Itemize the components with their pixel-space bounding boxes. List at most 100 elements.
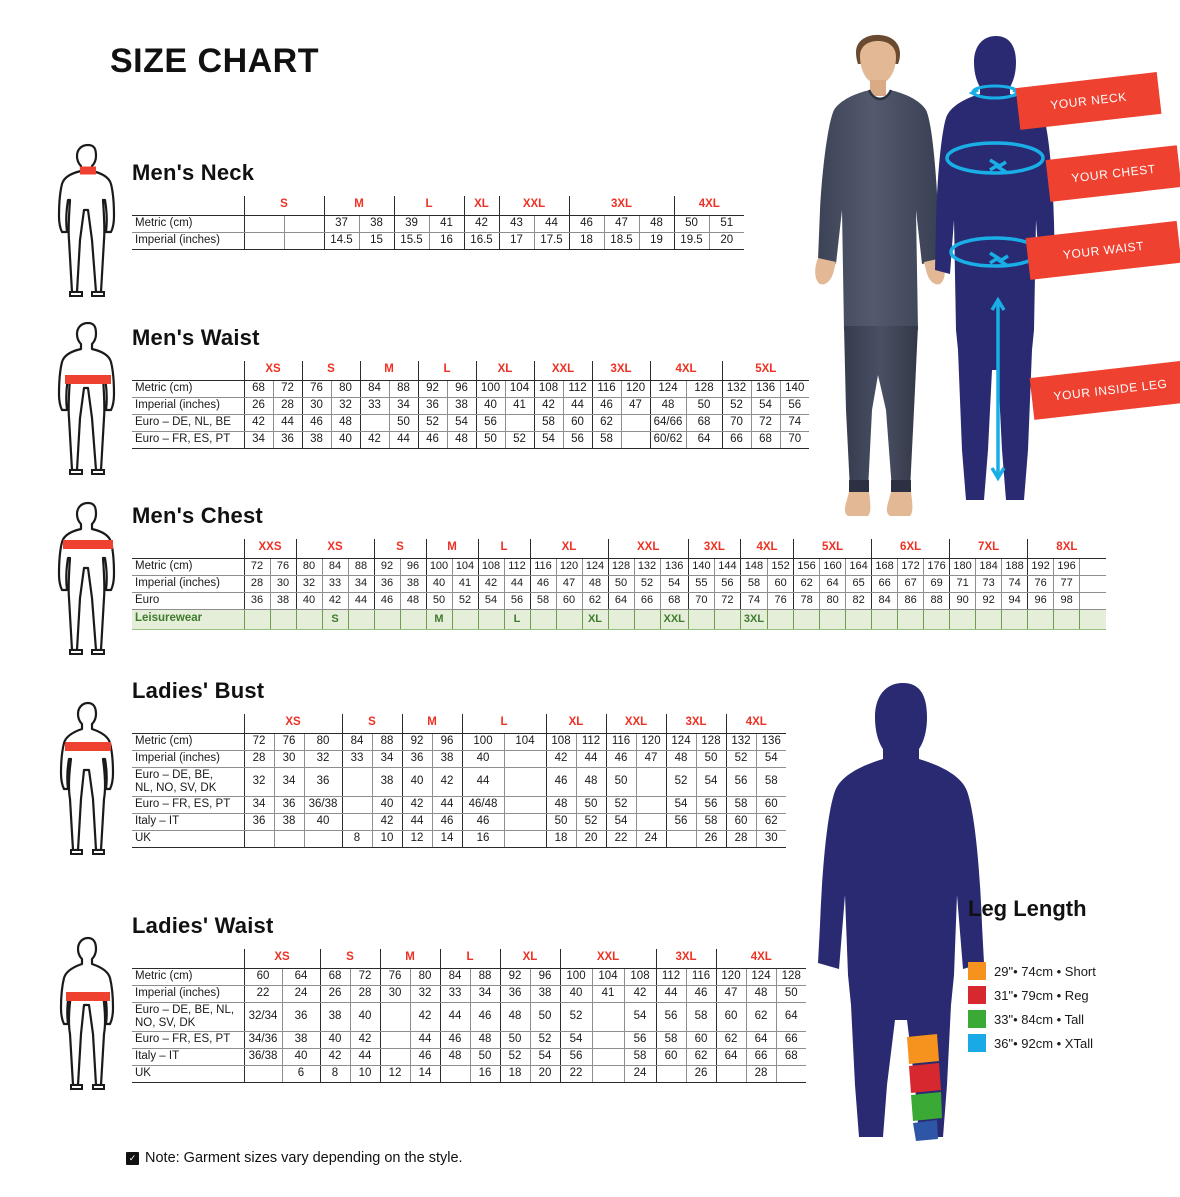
table-row: Italy – IT 36 38 40 42 44 46 46 50 52 54 56 58 60 62 [132,813,786,831]
cell: 88 [923,592,950,610]
header-cell: XS [295,539,374,559]
cell: 42 [359,431,389,449]
header-cell: XL [545,714,606,734]
cell: 116 [685,968,716,986]
cell [379,1002,410,1032]
cell: 88 [371,733,402,751]
cell: 68 [243,380,273,398]
cell: 116 [591,380,621,398]
cell: 100 [461,733,504,751]
cell: 44 [401,813,432,831]
header-cell: XXL [607,539,689,559]
cell: 58 [623,1048,656,1066]
cell: 36 [499,985,530,1003]
model-photo [806,30,956,530]
cell: 15 [358,232,394,250]
header-cell: XL [475,361,534,381]
header-cell: 4XL [649,361,722,381]
cell: 56 [475,414,505,432]
header-cell: XXL [605,714,666,734]
cell: 94 [1001,592,1028,610]
cell: 26 [243,397,273,415]
header-cell: XS [243,361,302,381]
cell: 41 [504,397,534,415]
cell: 36 [401,750,432,768]
cell: 41 [428,215,464,233]
table-row: Metric (cm) 37 38 39 41 42 43 44 46 47 4… [132,215,744,233]
cell: 32 [330,397,360,415]
section-title: Men's Waist [132,325,260,350]
cell: 88 [347,558,374,576]
cell: 15.5 [393,232,429,250]
table-row: Italy – IT 36/38 40 42 44 46 48 50 52 54 56 58 60 62 6… [132,1048,806,1066]
leisurewear-cell [793,608,820,630]
cell: 26 [319,985,350,1003]
cell: 12 [401,830,432,848]
header-cell: M [359,361,418,381]
leisurewear-cell [399,608,426,630]
cell: 36 [272,431,302,449]
row-label: Imperial (inches) [132,397,244,415]
cell [504,414,534,432]
cell: 46 [431,813,462,831]
cell: 76 [301,380,331,398]
cell: 41 [591,985,624,1003]
cell: 80 [409,968,440,986]
cell: 38 [371,767,402,797]
cell: 98 [1053,592,1080,610]
table-row: Metric (cm) 60 64 68 72 76 80 84 88 92 96 100 104 108… [132,968,806,986]
cell: 58 [755,767,786,797]
body-bust-icon [55,700,121,858]
cell: 46 [409,1048,440,1066]
header-row: XS S M L XL XXL 3XL 4XL 5XL [132,361,809,381]
cell: 60 [562,414,592,432]
cell: 84 [321,558,348,576]
table-row: Imperial (inches) 14.5 15 15.5 16 16.5 1… [132,232,744,250]
leisurewear-cell: M [425,608,452,630]
cell: 40 [349,1002,380,1032]
cell: 46 [417,431,447,449]
cell: 188 [1001,558,1028,576]
cell: 16.5 [463,232,499,250]
cell [635,767,666,797]
cell: 172 [897,558,924,576]
cell: 84 [359,380,389,398]
header-cell: XXL [498,196,569,216]
table-row: Euro – DE, BE, NL, NO, SV, DK 32 34 36 38 40 42… [132,767,786,797]
cell: 88 [469,968,500,986]
cell: 56 [713,575,741,593]
cell: 16 [428,232,464,250]
cell: 32 [303,750,342,768]
row-label: Leisurewear [132,608,244,630]
cell: 6 [281,1065,320,1083]
cell: 14 [409,1065,440,1083]
cell: 52 [633,575,660,593]
cell: 34 [388,397,418,415]
cell: 80 [295,558,322,576]
table-row: Metric (cm) 72 76 80 84 88 92 96 100 104 108 112 116… [132,733,786,751]
cell: 52 [417,414,447,432]
cell: 70 [779,431,809,449]
cell: 72 [349,968,380,986]
cell: 22 [559,1065,592,1083]
cell: 50 [673,215,709,233]
header-row: XXS XS S M L XL XXL 3XL 4XL 5XL 6XL 7XL 8XL [132,539,1106,559]
cell: 48 [638,215,674,233]
cell: 92 [499,968,530,986]
cell: 96 [399,558,426,576]
callout-your-chest: YOUR CHEST [1045,145,1180,202]
cell: 38 [319,1002,350,1032]
cell: 47 [603,215,639,233]
cell: 46 [461,813,504,831]
leisurewear-cell [819,608,846,630]
mens-neck-table: S M L XL XXL 3XL 4XL Metric (cm) 37 38 3… [132,196,744,250]
cell: 80 [819,592,846,610]
section-title: Ladies' Bust [132,678,265,703]
table-row: Imperial (inches) 28 30 32 33 34 36 38 40 42 44 46 4… [132,750,786,768]
swatch-tall [968,1010,986,1028]
cell: 124 [665,733,696,751]
row-label: Italy – IT [132,813,244,831]
cell: 36 [243,592,270,610]
section-ladies-bust: Ladies' Bust XS S M L XL XXL 3XL 4XL Metric (cm)… [132,678,786,848]
cell: 120 [555,558,582,576]
